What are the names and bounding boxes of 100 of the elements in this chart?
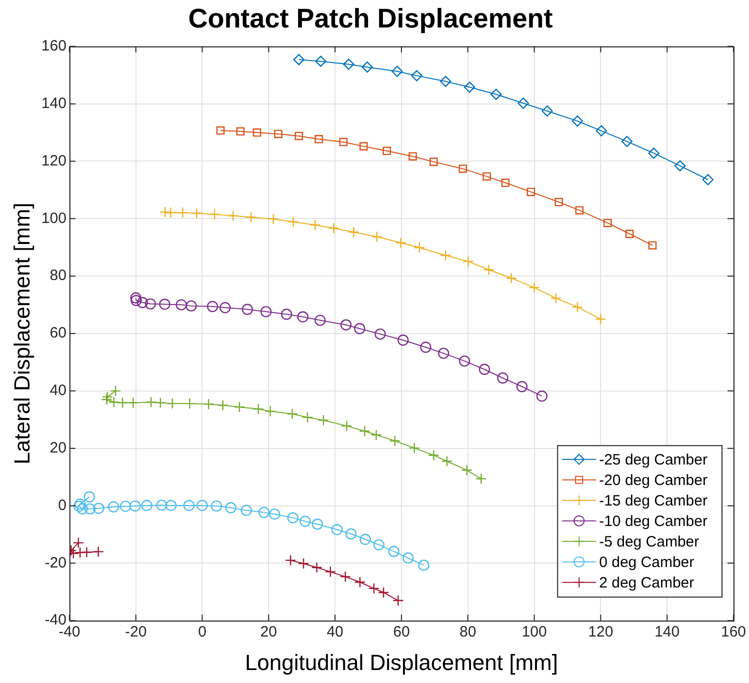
x-tick-label: 120 <box>588 624 614 641</box>
point <box>398 334 409 346</box>
point <box>359 426 370 437</box>
x-tick-label: 40 <box>326 624 344 641</box>
point <box>206 300 218 312</box>
point <box>130 500 141 512</box>
point <box>389 435 400 446</box>
point <box>286 408 298 420</box>
y-tick-label: 40 <box>50 382 66 400</box>
point <box>414 242 425 254</box>
point <box>370 429 382 440</box>
point <box>411 70 422 82</box>
point <box>318 414 330 426</box>
point <box>242 304 253 315</box>
point <box>483 264 494 276</box>
point <box>341 420 352 432</box>
point <box>428 450 440 461</box>
point <box>240 504 252 516</box>
point <box>339 138 348 146</box>
point <box>186 300 197 312</box>
point <box>108 501 120 513</box>
point <box>184 398 196 410</box>
point <box>92 546 104 558</box>
point <box>293 54 304 66</box>
point <box>130 292 142 304</box>
point <box>458 355 470 367</box>
point <box>516 381 528 392</box>
point <box>93 502 104 514</box>
point <box>311 562 322 574</box>
x-tick-label: 100 <box>522 624 547 641</box>
point <box>176 299 187 310</box>
x-tick-label: 0 <box>198 624 206 641</box>
point <box>315 56 326 67</box>
point <box>258 506 270 518</box>
point <box>196 500 208 512</box>
y-axis-title: Lateral Displacement [mm] <box>9 202 34 464</box>
x-tick-label: 20 <box>260 624 277 641</box>
point <box>310 219 321 231</box>
point <box>382 146 391 156</box>
point <box>441 456 453 467</box>
x-axis-title: Longitudinal Displacement [mm] <box>244 650 558 675</box>
y-tick-label: 120 <box>41 152 66 170</box>
point <box>340 319 352 330</box>
point <box>302 412 314 423</box>
point <box>526 188 536 196</box>
point <box>345 528 357 540</box>
point <box>528 282 540 294</box>
point <box>208 208 220 220</box>
point <box>288 216 299 228</box>
point <box>136 296 148 308</box>
point <box>236 127 245 136</box>
point <box>506 272 517 284</box>
point <box>464 82 476 93</box>
point <box>210 500 222 512</box>
point <box>497 372 508 384</box>
point <box>154 397 166 408</box>
point <box>74 498 86 510</box>
point <box>314 135 323 144</box>
point <box>368 582 380 594</box>
legend-label: -5 deg Camber <box>599 533 700 550</box>
x-tick-label: 60 <box>393 624 410 641</box>
legend-label: -10 deg Camber <box>599 512 708 530</box>
point <box>328 222 340 234</box>
point <box>408 152 417 160</box>
point <box>159 206 171 218</box>
point <box>440 250 452 262</box>
point <box>73 500 85 512</box>
y-tick-label: 160 <box>41 38 66 55</box>
x-tick-label: 160 <box>720 624 746 641</box>
y-tick-label: 140 <box>41 94 66 112</box>
chart-title: Contact Patch Displacement <box>188 4 553 34</box>
legend-label: -20 deg Camber <box>599 472 708 489</box>
point <box>228 210 239 222</box>
point <box>245 212 257 223</box>
legend-label: -15 deg Camber <box>599 492 708 510</box>
point <box>572 301 584 313</box>
point <box>260 306 272 318</box>
point <box>572 115 584 127</box>
point <box>274 130 282 138</box>
point <box>72 537 84 548</box>
point <box>625 230 634 238</box>
point <box>177 207 188 218</box>
y-tick-label: -20 <box>44 554 66 572</box>
y-tick-label: 100 <box>41 210 66 227</box>
point <box>144 298 156 310</box>
point <box>183 500 195 512</box>
point <box>225 502 236 514</box>
point <box>216 126 225 135</box>
point <box>268 213 279 225</box>
point <box>280 308 292 320</box>
point <box>461 464 472 476</box>
point <box>359 142 368 150</box>
point <box>110 385 122 397</box>
point <box>120 500 132 512</box>
point <box>252 128 262 137</box>
point <box>190 208 202 219</box>
point <box>648 148 660 159</box>
point <box>101 394 112 406</box>
point <box>554 198 563 206</box>
point <box>648 241 657 250</box>
